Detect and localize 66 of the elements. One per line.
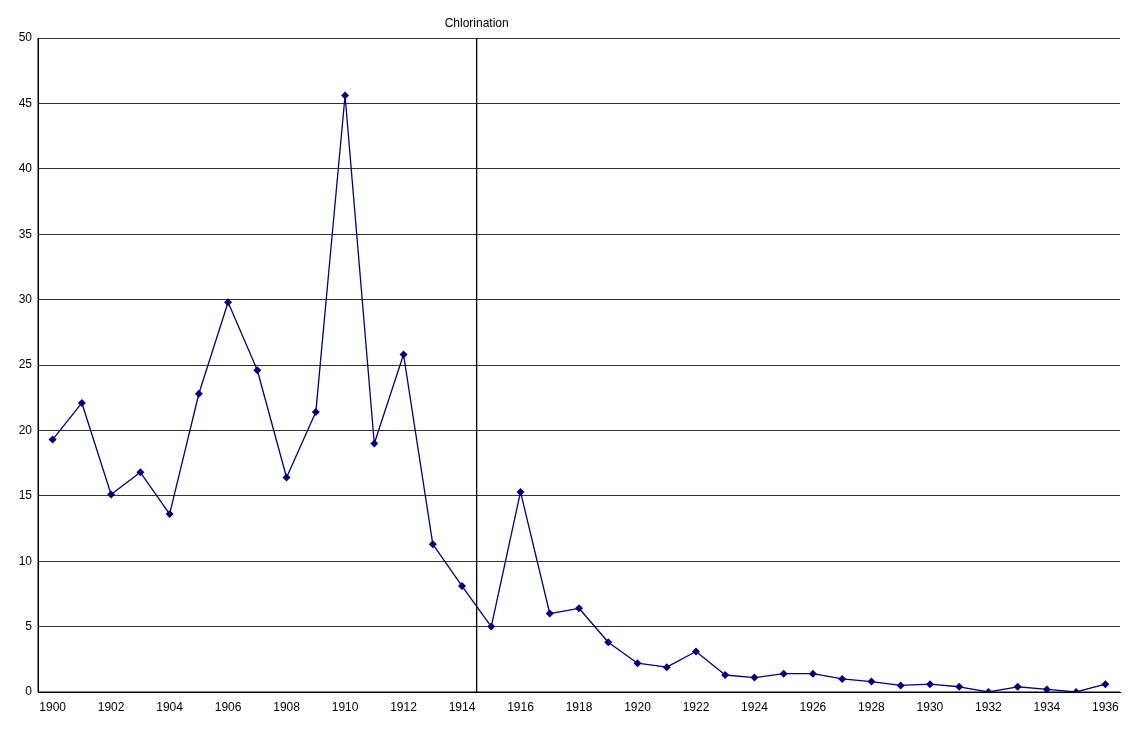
x-tick-label: 1910 [331, 699, 359, 714]
y-tick-label: 45 [18, 95, 33, 110]
point [224, 298, 233, 307]
point [194, 389, 203, 398]
x-tick-label: 1904 [156, 699, 184, 714]
point [750, 673, 759, 682]
x-tick-label: 1932 [975, 699, 1003, 714]
y-tick-label: 30 [18, 291, 33, 306]
point [487, 622, 496, 631]
point [107, 490, 116, 499]
x-tick-label: 1918 [565, 699, 593, 714]
x-tick-label: 1930 [916, 699, 944, 714]
x-tick-label: 1934 [1033, 699, 1061, 714]
point [136, 468, 145, 477]
point [253, 366, 262, 375]
x-tick-label: 1914 [448, 699, 476, 714]
point [838, 674, 847, 683]
x-tick-label: 1906 [214, 699, 242, 714]
x-tick-label: 1928 [858, 699, 886, 714]
y-tick-label: 40 [18, 161, 33, 176]
ref-line-label: Chlorination [444, 16, 509, 31]
point [341, 91, 350, 100]
y-tick-label: 0 [25, 684, 33, 699]
point [311, 408, 320, 417]
point [282, 473, 291, 482]
point [896, 681, 905, 690]
point [399, 350, 408, 359]
point [808, 669, 817, 678]
point [77, 398, 86, 407]
point [165, 510, 174, 519]
point [516, 487, 525, 496]
y-tick-label: 50 [18, 30, 33, 45]
y-tick-label: 20 [18, 422, 33, 437]
point [955, 682, 964, 691]
point [633, 659, 642, 668]
point [458, 582, 467, 591]
y-tick-label: 25 [18, 357, 33, 372]
x-tick-label: 1922 [682, 699, 710, 714]
x-tick-label: 1936 [1092, 699, 1120, 714]
point [1042, 685, 1051, 692]
point [428, 540, 437, 549]
point [721, 671, 730, 679]
point [48, 435, 57, 444]
point [691, 647, 700, 656]
y-tick-label: 5 [25, 618, 33, 633]
x-tick-label: 1924 [741, 699, 769, 714]
y-tick-label: 15 [18, 488, 33, 503]
x-tick-label: 1900 [39, 699, 67, 714]
point [779, 669, 788, 678]
x-tick-label: 1926 [799, 699, 827, 714]
y-tick-label: 10 [18, 553, 33, 568]
point [604, 638, 613, 647]
point [575, 604, 583, 613]
point [370, 439, 379, 448]
y-tick-label: 35 [18, 226, 33, 241]
x-tick-label: 1912 [390, 699, 418, 714]
point [662, 663, 671, 672]
x-tick-label: 1902 [97, 699, 125, 714]
point [925, 680, 934, 689]
point [545, 609, 554, 618]
x-tick-label: 1916 [507, 699, 535, 714]
x-tick-label: 1920 [624, 699, 652, 714]
point [1101, 680, 1110, 689]
point [1013, 682, 1022, 691]
point [867, 677, 876, 686]
x-tick-label: 1908 [273, 699, 301, 714]
